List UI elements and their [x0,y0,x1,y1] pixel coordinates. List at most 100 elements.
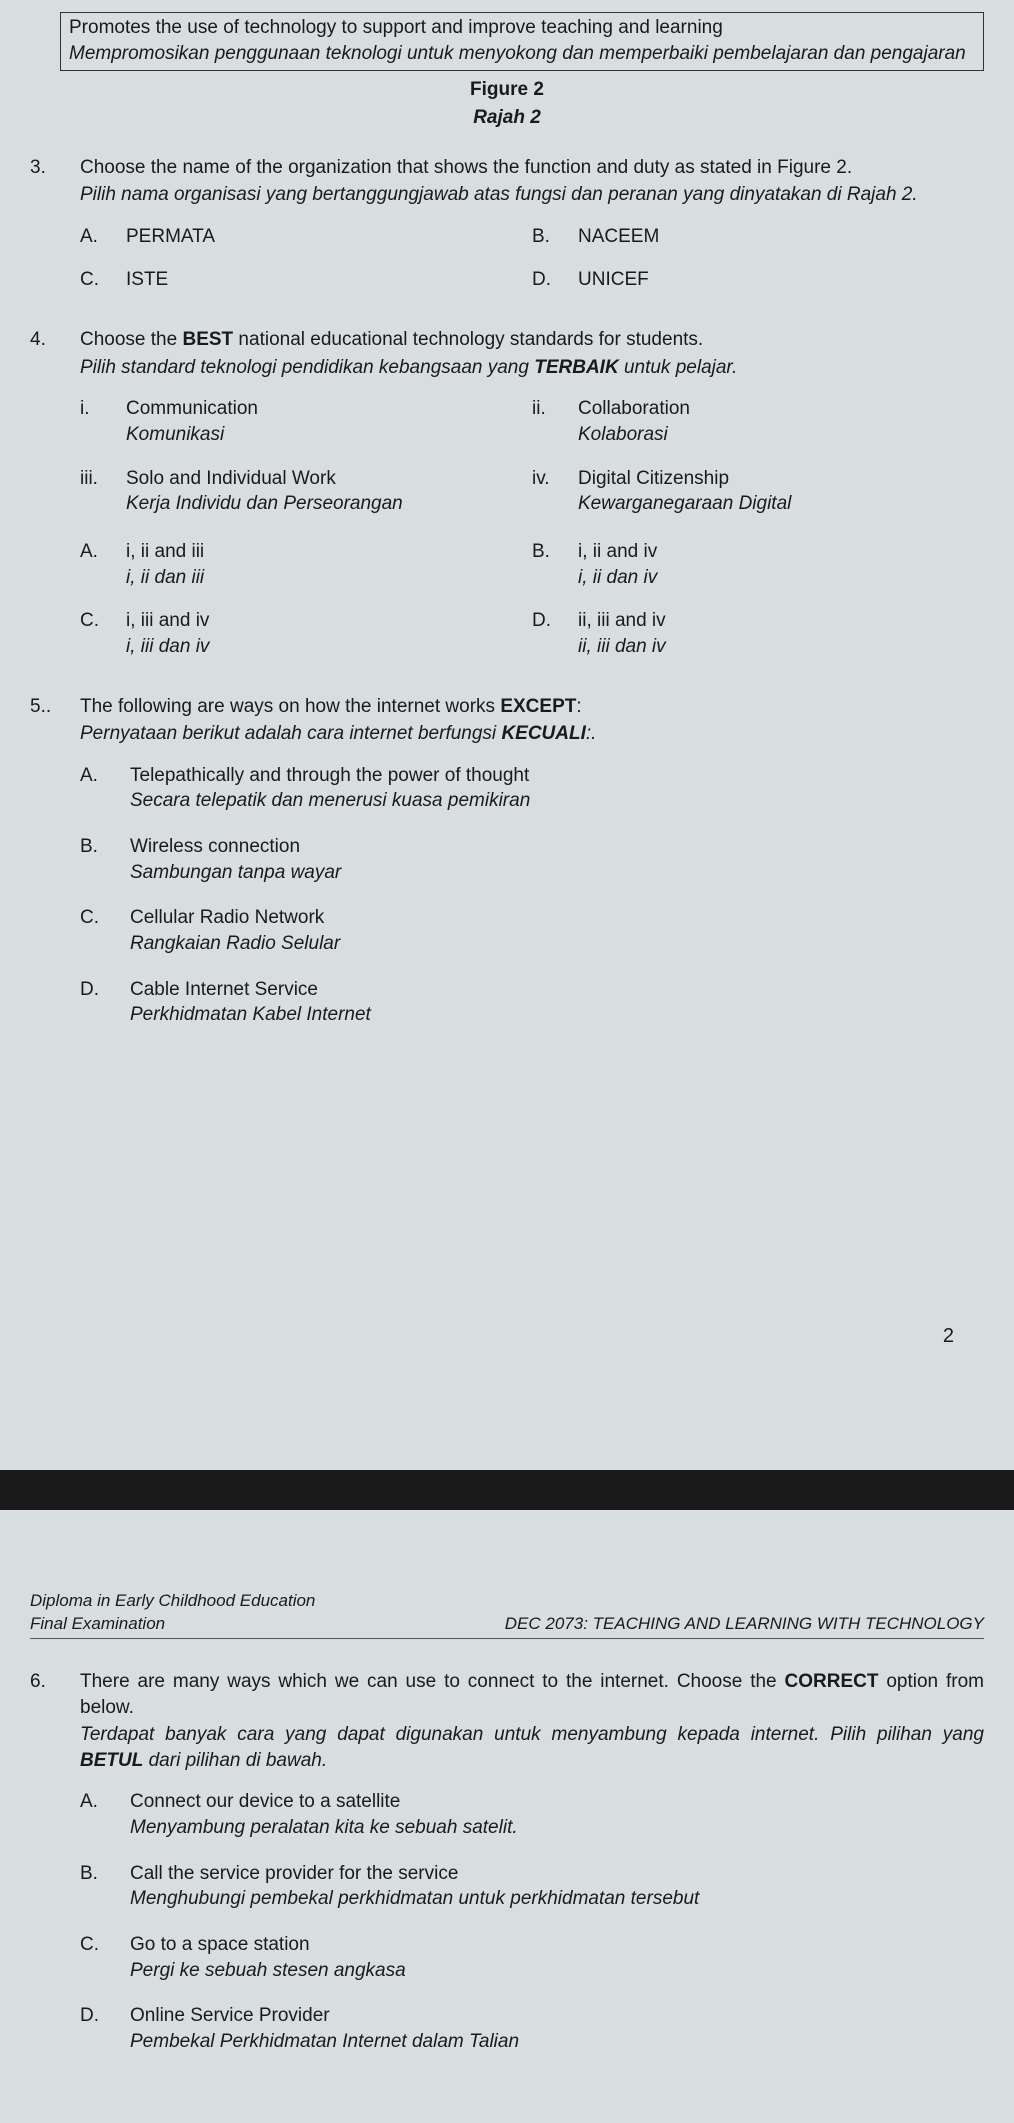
roman-items: i. Communication Komunikasi ii. Collabor… [80,396,984,517]
roman-en: Digital Citizenship [578,466,984,492]
option-en: Cellular Radio Network [130,905,984,931]
roman-i: Communication Komunikasi [126,396,532,447]
stem-it: Pilih nama organisasi yang bertanggungja… [80,182,984,208]
option-c: i, iii and iv i, iii dan iv [126,608,532,659]
option-label-c: C. [80,267,126,293]
option-d: Cable Internet Service Perkhidmatan Kabe… [130,977,984,1028]
options-grid: A. i, ii and iii i, ii dan iii B. i, ii … [80,539,984,660]
option-label-c: C. [80,905,130,956]
option-it: Sambungan tanpa wayar [130,860,984,886]
roman-it: Komunikasi [126,422,532,448]
option-it: Pergi ke sebuah stesen angkasa [130,1958,984,1984]
option-c: Cellular Radio Network Rangkaian Radio S… [130,905,984,956]
question-body: Choose the name of the organization that… [80,155,984,300]
option-label-d: D. [532,608,578,659]
stem-it-bold: KECUALI [501,723,585,744]
question-6: 6. There are many ways which we can use … [30,1669,984,2055]
option-en: Call the service provider for the servic… [130,1861,984,1887]
option-en: i, iii and iv [126,608,532,634]
header-line1: Diploma in Early Childhood Education [30,1590,984,1613]
option-it: Pembekal Perkhidmatan Internet dalam Tal… [130,2029,984,2055]
stem-it-bold: BETUL [80,1750,143,1771]
option-it: Rangkaian Radio Selular [130,931,984,957]
question-3: 3. Choose the name of the organization t… [30,155,984,300]
figure-label-en: Figure 2 [30,77,984,103]
option-d: UNICEF [578,267,984,293]
stem-en-post: : [576,696,581,717]
option-en: Wireless connection [130,834,984,860]
options-list: A. Telepathically and through the power … [80,763,984,1028]
option-label-d: D. [80,977,130,1028]
option-label-d: D. [80,2003,130,2054]
option-it: i, iii dan iv [126,634,532,660]
option-label-a: A. [80,763,130,814]
stem-en-post: national educational technology standard… [233,329,703,350]
exam-page-1: Promotes the use of technology to suppor… [0,0,1014,1470]
stem-it-post: :. [586,723,597,744]
question-number: 4. [30,327,80,665]
option-label-d: D. [532,267,578,293]
roman-ii: Collaboration Kolaborasi [578,396,984,447]
figure-label-it: Rajah 2 [30,105,984,131]
stem-it: Pernyataan berikut adalah cara internet … [80,721,984,747]
question-number: 5.. [30,694,80,1028]
question-body: Choose the BEST national educational tec… [80,327,984,665]
options-list: A. Connect our device to a satellite Men… [80,1789,984,2054]
stem-it-pre: Pernyataan berikut adalah cara internet … [80,723,501,744]
option-en: Online Service Provider [130,2003,984,2029]
option-label-b: B. [80,1861,130,1912]
figure-box-it: Mempromosikan penggunaan teknologi untuk… [69,41,975,67]
page-header: Diploma in Early Childhood Education Fin… [30,1590,984,1639]
stem-en-bold: CORRECT [785,1671,879,1692]
header-left: Final Examination [30,1613,165,1636]
question-number: 3. [30,155,80,300]
option-label-a: A. [80,1789,130,1840]
question-number: 6. [30,1669,80,2055]
stem-it: Pilih standard teknologi pendidikan keba… [80,355,984,381]
stem-en-pre: There are many ways which we can use to … [80,1671,785,1692]
question-body: There are many ways which we can use to … [80,1669,984,2055]
stem-it: Terdapat banyak cara yang dapat digunaka… [80,1722,984,1773]
roman-iv: Digital Citizenship Kewarganegaraan Digi… [578,466,984,517]
roman-label-iii: iii. [80,466,126,517]
option-c: Go to a space station Pergi ke sebuah st… [130,1932,984,1983]
stem-en-pre: Choose the [80,329,182,350]
option-b: Wireless connection Sambungan tanpa waya… [130,834,984,885]
exam-page-2: Diploma in Early Childhood Education Fin… [0,1510,1014,2123]
stem-en: There are many ways which we can use to … [80,1669,984,1720]
option-it: ii, iii dan iv [578,634,984,660]
question-body: The following are ways on how the intern… [80,694,984,1028]
stem-it-post: untuk pelajar. [619,357,738,378]
option-b: Call the service provider for the servic… [130,1861,984,1912]
figure-2-box: Promotes the use of technology to suppor… [60,12,984,71]
stem-en: Choose the name of the organization that… [80,155,984,181]
option-label-a: A. [80,224,126,250]
stem-it-bold: TERBAIK [534,357,618,378]
option-label-b: B. [532,224,578,250]
option-a: i, ii and iii i, ii dan iii [126,539,532,590]
header-right: DEC 2073: TEACHING AND LEARNING WITH TEC… [505,1613,984,1636]
stem-en: Choose the BEST national educational tec… [80,327,984,353]
stem-it-pre: Terdapat banyak cara yang dapat digunaka… [80,1724,984,1745]
options-grid: A. PERMATA B. NACEEM C. ISTE D. UNICEF [80,224,984,293]
roman-it: Kewarganegaraan Digital [578,491,984,517]
roman-label-i: i. [80,396,126,447]
roman-en: Solo and Individual Work [126,466,532,492]
option-b: NACEEM [578,224,984,250]
page-number: 2 [943,1323,954,1350]
option-label-c: C. [80,608,126,659]
option-it: Menghubungi pembekal perkhidmatan untuk … [130,1886,984,1912]
stem-it-pre: Pilih standard teknologi pendidikan keba… [80,357,534,378]
roman-label-ii: ii. [532,396,578,447]
option-label-c: C. [80,1932,130,1983]
option-it: Secara telepatik dan menerusi kuasa pemi… [130,788,984,814]
question-4: 4. Choose the BEST national educational … [30,327,984,665]
stem-en-pre: The following are ways on how the intern… [80,696,500,717]
option-label-a: A. [80,539,126,590]
option-en: i, ii and iv [578,539,984,565]
header-line2: Final Examination DEC 2073: TEACHING AND… [30,1613,984,1639]
stem-en-bold: EXCEPT [500,696,576,717]
option-en: Telepathically and through the power of … [130,763,984,789]
option-it: i, ii dan iv [578,565,984,591]
option-en: Go to a space station [130,1932,984,1958]
